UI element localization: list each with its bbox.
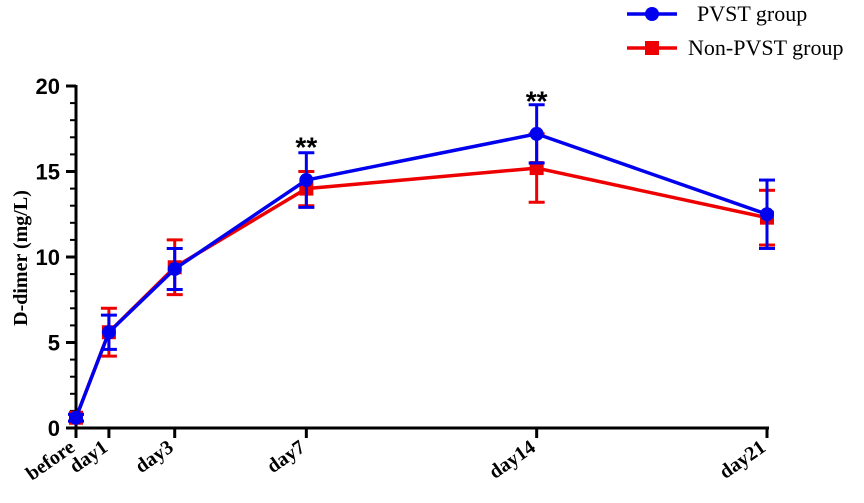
x-tick-label: day21: [715, 436, 769, 483]
y-tick-label: 5: [48, 331, 60, 356]
y-tick-label: 20: [36, 74, 60, 99]
legend-label: PVST group: [697, 1, 807, 26]
legend-marker: [645, 41, 659, 55]
legend: PVST group Non-PVST group: [627, 1, 843, 60]
data-point: [760, 207, 774, 222]
legend-entry: Non-PVST group: [627, 35, 843, 60]
series-pvst: [68, 103, 775, 425]
series-line: [74, 132, 768, 419]
data-point: [69, 410, 83, 425]
data-point: [529, 161, 544, 176]
significance-marker: **: [526, 85, 548, 116]
y-axis-title: D-dimer (mg/L): [10, 190, 32, 326]
legend-label: Non-PVST group: [688, 35, 843, 60]
series-layer: [68, 103, 775, 425]
x-tick-label: day7: [263, 436, 309, 478]
y-tick-label: 15: [36, 160, 60, 185]
x-tick-label: day1: [65, 436, 111, 478]
legend-entry: PVST group: [627, 1, 807, 26]
data-point: [101, 325, 116, 340]
data-point: [167, 261, 182, 276]
y-tick-label: 0: [48, 416, 60, 441]
x-tick-label: day3: [131, 436, 177, 478]
series-line: [74, 166, 768, 419]
annotations: ** **: [295, 85, 547, 162]
legend-marker: [645, 7, 659, 21]
x-tick-label: day14: [485, 436, 539, 483]
data-point: [299, 173, 314, 188]
data-point: [529, 126, 544, 141]
significance-marker: **: [295, 131, 317, 162]
y-tick-label: 10: [36, 245, 60, 270]
